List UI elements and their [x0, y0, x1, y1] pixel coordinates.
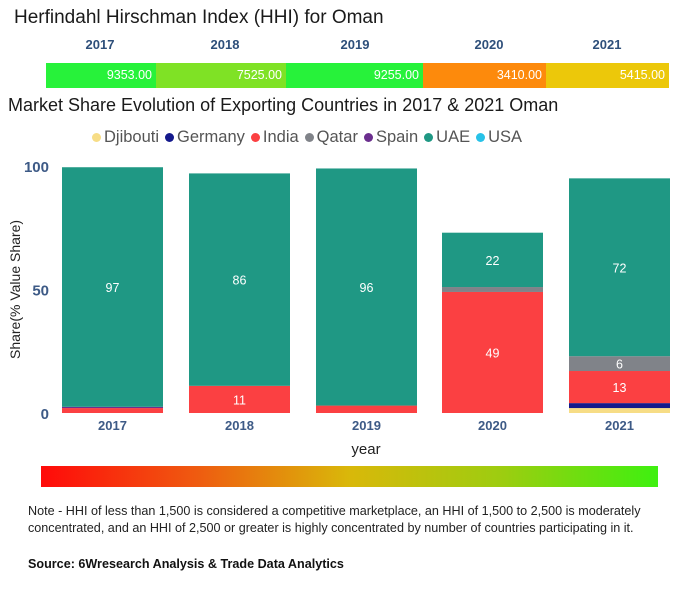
legend-dot-icon [476, 133, 486, 142]
legend-item-spain[interactable]: Spain [363, 128, 419, 147]
data-label: 11 [233, 393, 246, 407]
bar-segment-qatar-2021 [569, 356, 670, 372]
data-label: 86 [233, 274, 247, 288]
x-tick-label: 2020 [478, 418, 507, 433]
bar-segment-uae-2021 [569, 178, 670, 357]
bar-segment-india-2018 [189, 385, 290, 413]
legend-dot-icon [165, 133, 175, 142]
legend-label: USA [488, 128, 523, 146]
legend-item-usa[interactable]: USA [476, 128, 522, 147]
data-label: 72 [613, 261, 627, 275]
legend-label: Germany [177, 128, 245, 146]
hhi-cell-2019: 9255.00 [286, 63, 423, 88]
stacked-bar-chart: 0 50 100 Share(% Value Share) 2017 2018 2019 20… [7, 159, 670, 458]
legend-dot-icon [424, 133, 434, 142]
hhi-year-label: 2017 [85, 37, 115, 52]
bar-segment-india-2020 [442, 291, 543, 413]
x-tick-label: 2019 [352, 418, 381, 433]
hhi-year-label: 2021 [592, 37, 622, 52]
data-label: 22 [486, 254, 500, 268]
hhi-color-scale [41, 466, 658, 487]
bar-segment-spain-2017 [62, 406, 163, 409]
chart-title: Market Share Evolution of Exporting Coun… [8, 95, 559, 115]
legend-item-germany[interactable]: Germany [165, 128, 245, 147]
note-text: Note - HHI of less than 1,500 is conside… [28, 504, 641, 535]
bar-segment-qatar-2020 [442, 287, 543, 292]
hhi-year-label: 2020 [474, 37, 504, 52]
legend-item-qatar[interactable]: Qatar [304, 128, 358, 147]
legend-item-djibouti[interactable]: Djibouti [92, 128, 159, 147]
data-label: 49 [486, 346, 500, 360]
legend-dot-icon [250, 133, 260, 142]
bar-segment-djibouti-2021 [569, 408, 670, 413]
hhi-year-label: 2018 [210, 37, 240, 52]
y-tick-label: 50 [32, 283, 49, 300]
chart-legend: Djibouti Germany India Qatar Spain UAE USA [92, 128, 528, 147]
bar-segment-india-2017 [62, 408, 163, 413]
legend-label: India [262, 128, 299, 146]
legend-label: UAE [436, 128, 471, 146]
hhi-cell-2018: 7525.00 [156, 63, 286, 88]
legend-item-uae[interactable]: UAE [424, 128, 470, 147]
data-label: 13 [613, 381, 627, 395]
bar-segment-india-2019 [316, 405, 417, 413]
bar-segment-uae-2018 [189, 173, 290, 386]
source-text: Source: 6Wresearch Analysis & Trade Data… [28, 557, 344, 571]
hhi-title: Herfindahl Hirschman Index (HHI) for Oma… [14, 7, 384, 28]
bar-segment-germany-2021 [569, 403, 670, 409]
data-label: 97 [106, 281, 120, 295]
y-axis-title: Share(% Value Share) [7, 220, 23, 359]
bar-segment-uae-2017 [62, 167, 163, 407]
hhi-cell-2020: 3410.00 [423, 63, 546, 88]
y-tick-label: 0 [41, 406, 49, 423]
y-tick-label: 100 [24, 159, 49, 176]
legend-label: Djibouti [104, 128, 160, 146]
legend-item-india[interactable]: India [250, 128, 299, 147]
hhi-cell-2021: 5415.00 [546, 63, 669, 88]
bar-segment-india-2021 [569, 371, 670, 404]
hhi-cell-2017: 9353.00 [46, 63, 156, 88]
legend-label: Spain [375, 128, 419, 146]
x-tick-label: 2017 [98, 418, 127, 433]
hhi-year-label: 2019 [340, 37, 370, 52]
legend-dot-icon [304, 133, 314, 142]
x-tick-label: 2021 [605, 418, 634, 433]
data-label: 96 [360, 281, 374, 295]
x-axis-title: year [351, 441, 380, 458]
bar-segment-uae-2019 [316, 168, 417, 406]
x-tick-label: 2018 [225, 418, 254, 433]
legend-label: Qatar [316, 128, 358, 146]
data-label: 6 [616, 358, 623, 372]
legend-dot-icon [363, 133, 373, 142]
bar-segment-uae-2020 [442, 232, 543, 288]
legend-dot-icon [92, 133, 101, 142]
hhi-strip: 9353.00 7525.00 9255.00 3410.00 5415.00 [46, 63, 669, 88]
